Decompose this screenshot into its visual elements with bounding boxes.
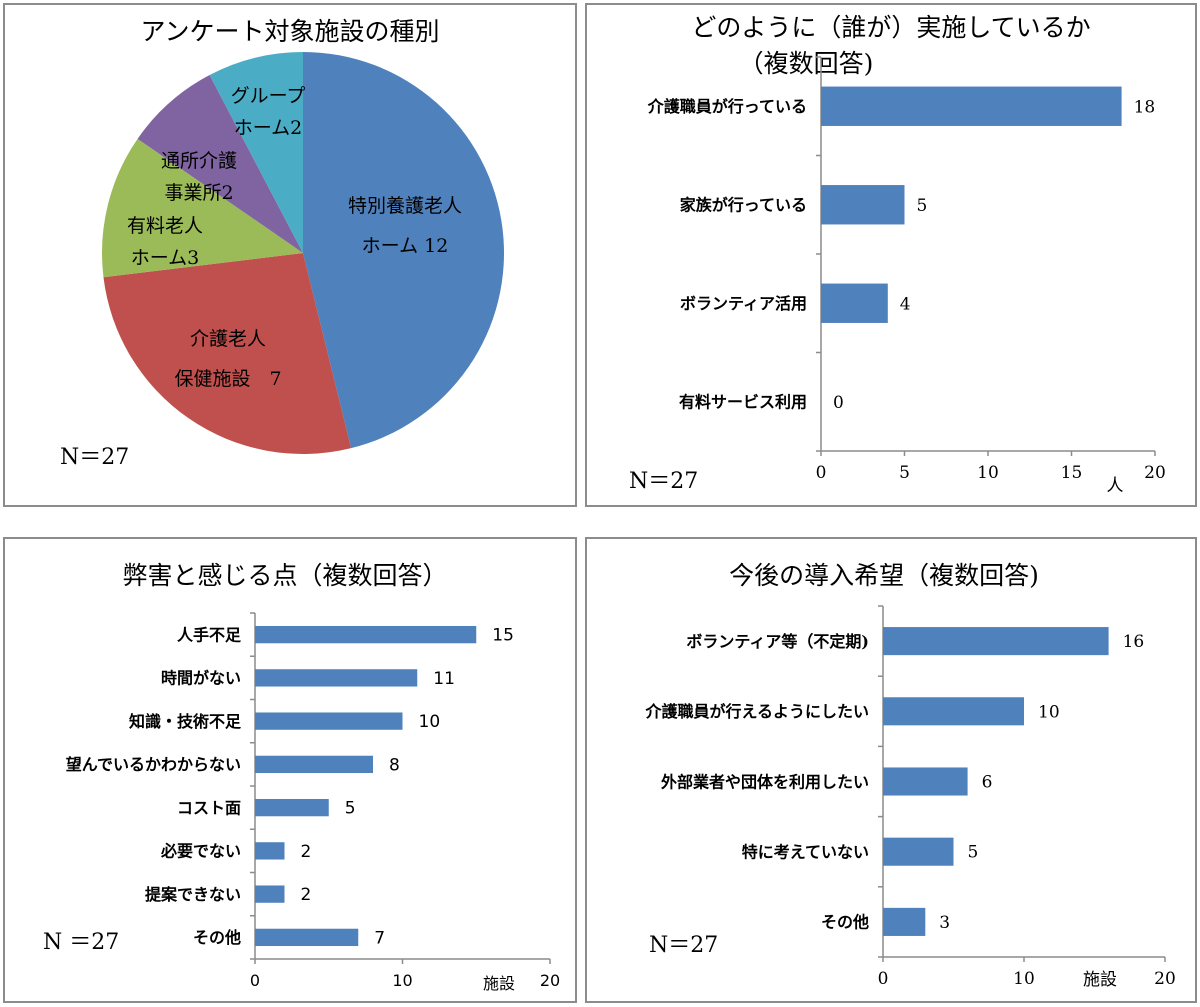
bar <box>255 712 403 730</box>
bar-value-label: 2 <box>301 885 312 905</box>
category-label: ボランティア等（不定期) <box>686 632 869 651</box>
pie-title: アンケート対象施設の種別 <box>140 17 440 46</box>
bar-value-label: 5 <box>968 843 979 863</box>
future-panel: 今後の導入希望（複数回答) 0 10 20 ボランティア等（不定期) 16 介護職員が行え… <box>585 537 1197 1003</box>
who-title-line2: （複数回答) <box>738 49 874 78</box>
bar-value-label: 8 <box>389 755 400 775</box>
pie-panel: アンケート対象施設の種別 特別養護老人 ホーム 12 介護老人 保健施設 7 有料老人ホ… <box>3 3 577 507</box>
x-tick-label: 5 <box>899 463 910 483</box>
bar <box>255 669 418 687</box>
category-label: 家族が行っている <box>680 196 807 215</box>
bar <box>883 767 968 796</box>
bar <box>883 697 1024 726</box>
category-label: 人手不足 <box>177 625 242 644</box>
category-label: コスト面 <box>177 798 241 817</box>
bar <box>821 86 1122 126</box>
bar <box>255 798 329 817</box>
bar <box>255 885 285 903</box>
pie-slice-label: 特別養護老人 <box>348 195 462 217</box>
bar <box>255 755 373 774</box>
future-n-label: N＝27 <box>649 933 719 958</box>
pie-slice-label: ホーム3 <box>131 247 200 269</box>
pie-slice-label: ホーム 12 <box>362 235 449 257</box>
category-label: その他 <box>193 928 241 947</box>
bar-value-label: 18 <box>1134 97 1156 117</box>
x-axis-label: 施設 <box>483 974 515 993</box>
barriers-panel: 弊害と感じる点（複数回答） 0 10 20 人手不足 15 時間がない 11 知識・技術不足 1… <box>3 537 577 1003</box>
category-label: 有料サービス利用 <box>679 393 807 412</box>
bar-value-label: 11 <box>433 669 455 689</box>
future-title: 今後の導入希望（複数回答) <box>729 561 1039 590</box>
category-label: 時間がない <box>161 669 241 688</box>
bar-value-label: 15 <box>492 626 514 646</box>
future-bar-chart: 0 10 20 ボランティア等（不定期) 16 介護職員が行えるようにしたい 10 外部業者や… <box>644 605 1176 990</box>
pie-slice-label: グループ <box>231 85 306 107</box>
bar-value-label: 4 <box>900 294 911 314</box>
bar <box>883 837 954 866</box>
x-tick-label: 20 <box>1144 463 1166 483</box>
category-label: 外部業者や団体を利用したい <box>660 772 869 791</box>
who-n-label: N＝27 <box>629 469 699 494</box>
category-label: 望んでいるかわからない <box>66 755 241 774</box>
barriers-bar-chart: 0 10 20 人手不足 15 時間がない 11 知識・技術不足 10 望んでいるかわからない 8 コ… <box>66 612 560 993</box>
pie-slice-label: 有料老人 <box>127 215 203 237</box>
pie-slice <box>209 52 303 253</box>
pie-slice-label: 通所介護 <box>161 150 237 172</box>
pie-slice-label: 介護老人 <box>190 328 266 350</box>
x-tick-label: 20 <box>540 971 560 990</box>
who-title-line1: どのように（誰が）実施しているか <box>691 13 1091 42</box>
pie-slice-label: 事業所2 <box>164 182 233 204</box>
bar-value-label: 10 <box>419 712 441 732</box>
category-label: 提案できない <box>145 885 241 904</box>
bar-value-label: 6 <box>982 773 993 793</box>
bar <box>821 283 888 323</box>
category-label: ボランティア活用 <box>680 294 807 313</box>
x-tick-label: 0 <box>250 971 260 990</box>
bar <box>821 185 905 225</box>
x-axis-label: 施設 <box>1083 970 1117 990</box>
bar <box>883 627 1109 656</box>
bar <box>883 907 926 936</box>
barriers-n-label: N ＝27 <box>43 930 120 955</box>
pie-slice-label: 保健施設 7 <box>174 368 281 390</box>
bar <box>255 842 285 860</box>
bar <box>255 625 477 644</box>
pie-slice <box>102 138 303 278</box>
category-label: 知識・技術不足 <box>129 712 242 731</box>
bar-value-label: 2 <box>301 842 312 862</box>
who-panel: どのように（誰が）実施しているか （複数回答) 0 5 10 15 20 介護職員が行って… <box>585 3 1197 507</box>
pie-slice-label: ホーム2 <box>234 117 303 139</box>
x-tick-label: 10 <box>392 971 412 990</box>
x-tick-label: 10 <box>977 463 999 483</box>
bar-value-label: 16 <box>1123 632 1145 652</box>
bar-value-label: 7 <box>374 928 385 948</box>
who-bar-chart: 0 5 10 15 20 介護職員が行っている 18 家族が行っている 5 ボランティア活用 4 有料… <box>647 56 1166 496</box>
x-tick-label: 20 <box>1154 969 1176 989</box>
pie-n-label: N＝27 <box>60 445 130 470</box>
category-label: 介護職員が行えるようにしたい <box>644 702 869 721</box>
x-tick-label: 15 <box>1061 463 1083 483</box>
category-label: 特に考えていない <box>742 842 869 861</box>
x-axis-label: 人 <box>1107 476 1124 496</box>
category-label: 介護職員が行っている <box>647 97 807 116</box>
pie-slice <box>303 52 505 449</box>
bar-value-label: 10 <box>1038 702 1060 722</box>
x-tick-label: 10 <box>1013 969 1035 989</box>
pie-slice <box>103 253 352 454</box>
pie-slice <box>137 75 303 253</box>
bar <box>255 928 359 947</box>
x-tick-label: 0 <box>816 463 827 483</box>
barriers-title: 弊害と感じる点（複数回答） <box>122 561 448 590</box>
bar-value-label: 0 <box>833 393 844 413</box>
category-label: 必要でない <box>160 842 241 861</box>
bar-value-label: 5 <box>345 799 356 819</box>
bar-value-label: 3 <box>939 913 950 933</box>
category-label: その他 <box>821 913 869 932</box>
bar-value-label: 5 <box>917 196 928 216</box>
x-tick-label: 0 <box>878 969 889 989</box>
